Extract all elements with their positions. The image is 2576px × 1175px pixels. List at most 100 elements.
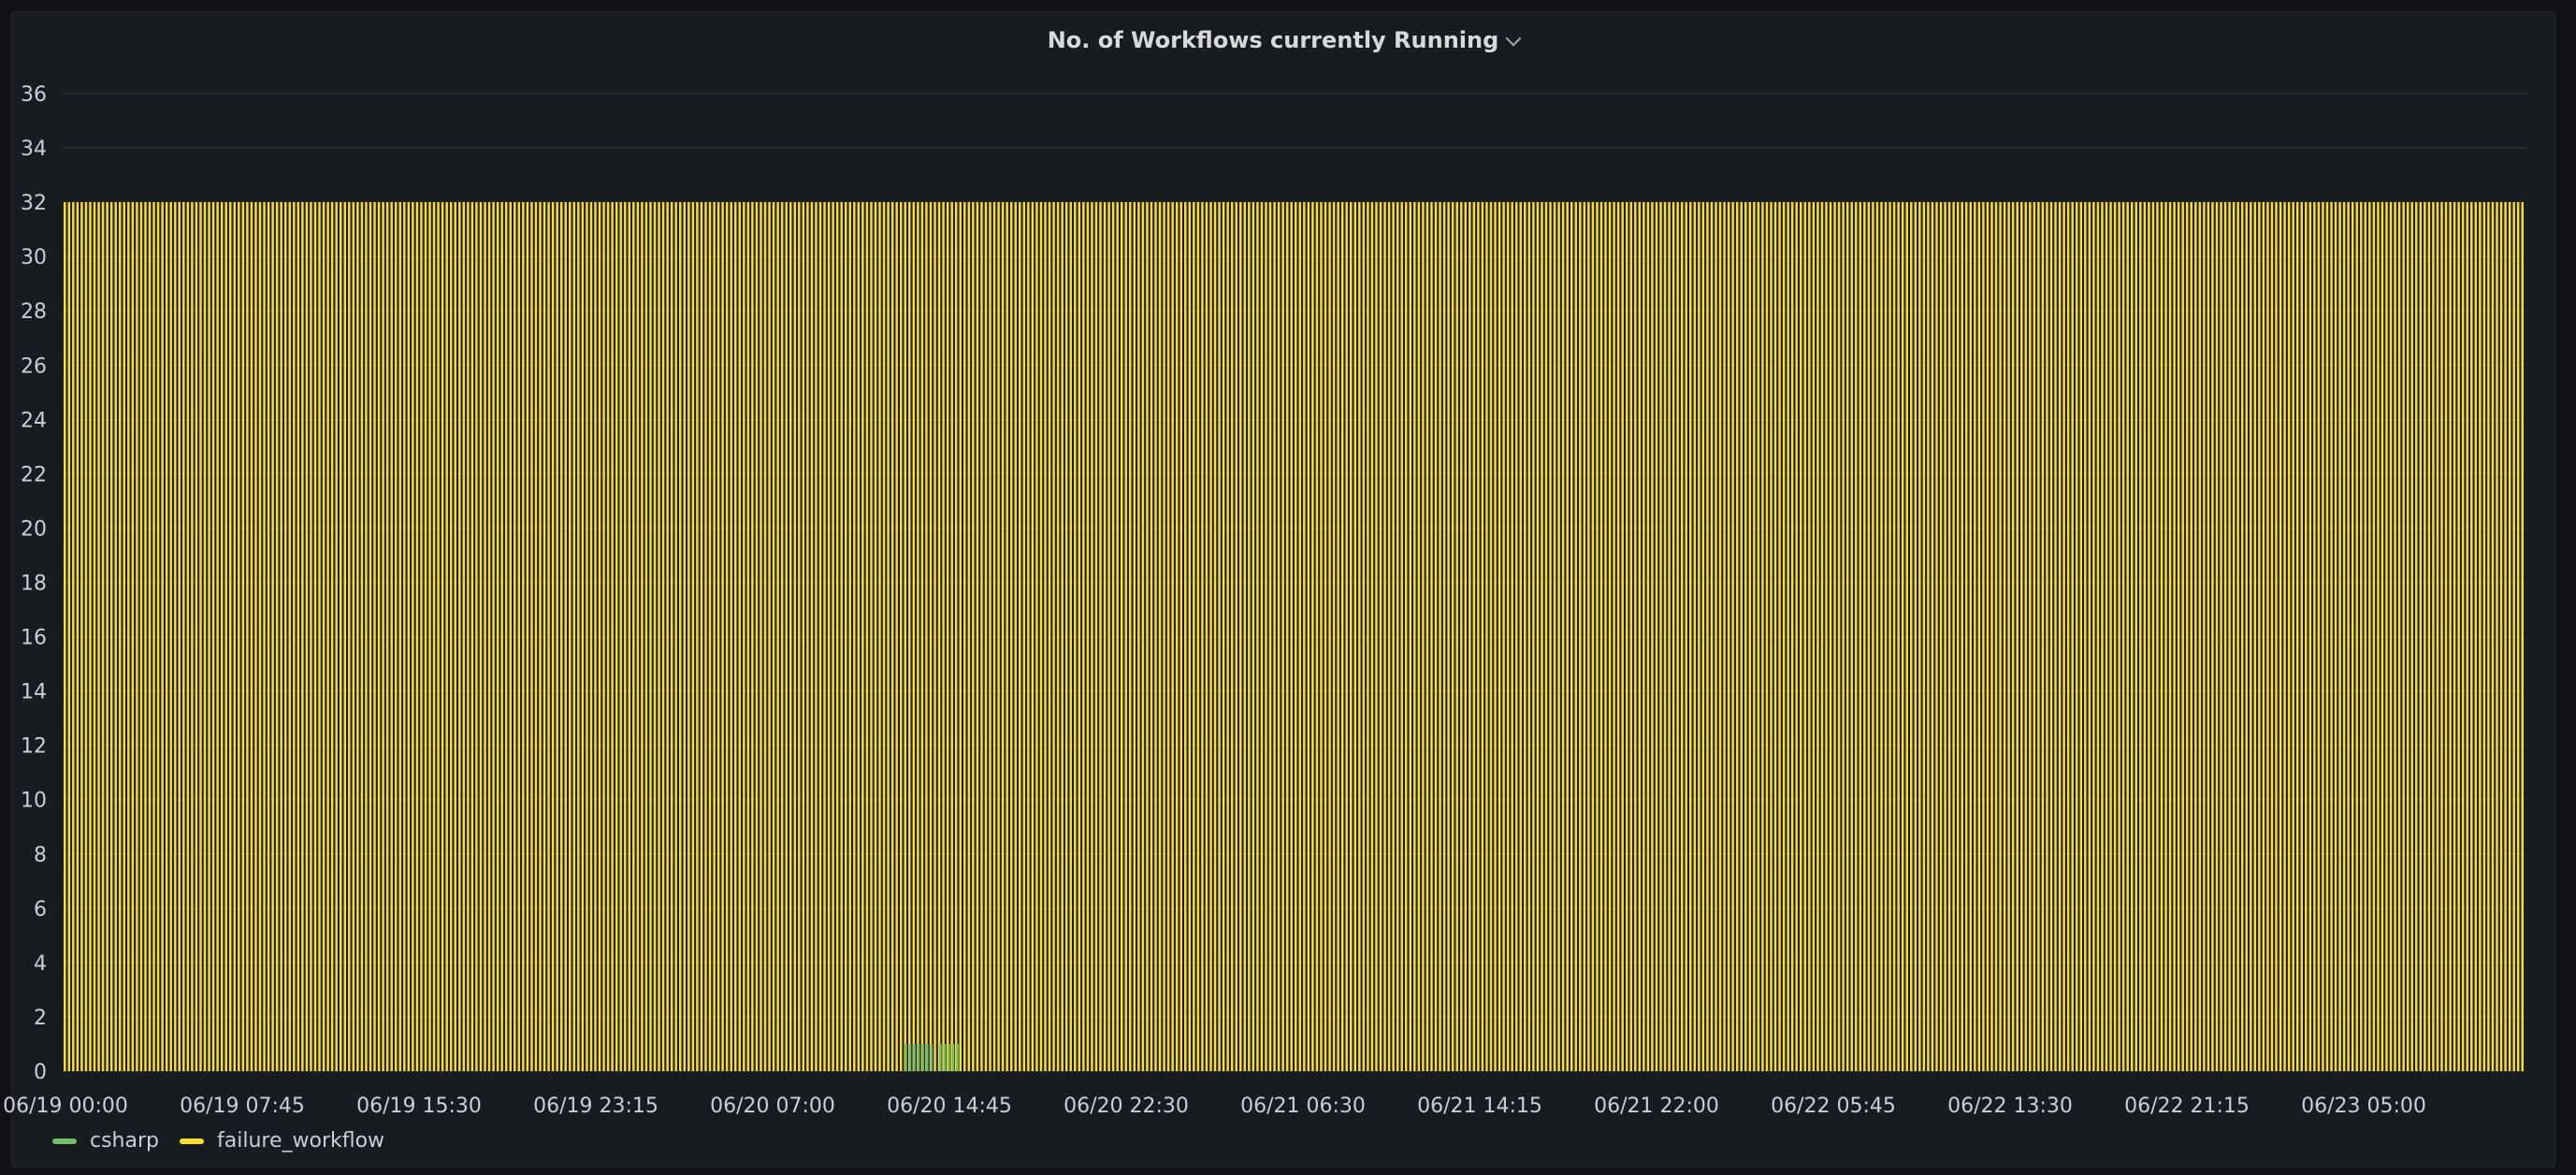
bar-failure-workflow — [1604, 202, 1607, 1072]
bar-failure-workflow — [1748, 202, 1752, 1072]
bar-failure-workflow — [2347, 202, 2350, 1072]
bar-failure-workflow — [1982, 202, 1985, 1072]
bar-failure-workflow — [1532, 202, 1535, 1072]
bar-failure-workflow — [1494, 202, 1497, 1072]
bar-failure-workflow — [551, 202, 555, 1072]
bar-failure-workflow — [1027, 202, 1030, 1072]
bar-failure-workflow — [1643, 202, 1645, 1072]
bar-failure-workflow — [2364, 202, 2367, 1072]
bar-failure-workflow — [917, 202, 919, 1072]
bar-failure-workflow — [1158, 202, 1162, 1072]
bar-failure-workflow — [534, 202, 538, 1072]
bar-failure-workflow — [1570, 202, 1573, 1072]
bar-failure-workflow — [1646, 202, 1650, 1072]
bar-failure-workflow — [1146, 202, 1149, 1072]
bar-failure-workflow — [522, 202, 525, 1072]
bar-failure-workflow — [751, 202, 754, 1072]
bar-failure-workflow — [475, 202, 478, 1072]
legend-label-failure-workflow[interactable]: failure_workflow — [217, 1129, 385, 1153]
bar-failure-workflow — [1947, 202, 1951, 1072]
bar-failure-workflow — [2266, 202, 2269, 1072]
legend-label-csharp[interactable]: csharp — [90, 1129, 159, 1153]
bar-failure-workflow — [1209, 202, 1212, 1072]
bar-failure-workflow — [288, 202, 292, 1072]
bar-failure-workflow — [874, 202, 877, 1072]
bar-failure-workflow — [1596, 202, 1599, 1072]
bar-failure-workflow — [1006, 202, 1008, 1072]
bar-failure-workflow — [1744, 202, 1747, 1072]
bar-failure-workflow — [619, 202, 622, 1072]
bar-failure-workflow — [2143, 202, 2147, 1072]
bar-failure-workflow — [1680, 202, 1684, 1072]
bar-failure-workflow — [2046, 202, 2048, 1072]
bar-failure-workflow — [2041, 202, 2045, 1072]
bar-failure-workflow — [2308, 202, 2312, 1072]
bar-failure-workflow — [853, 202, 856, 1072]
bar-failure-workflow — [2066, 202, 2070, 1072]
bar-failure-workflow — [1536, 202, 1540, 1072]
bar-failure-workflow — [1303, 202, 1306, 1072]
bar-failure-workflow — [208, 202, 210, 1072]
bar-failure-workflow — [1731, 202, 1734, 1072]
bar-failure-workflow — [2419, 202, 2423, 1072]
bar-failure-workflow — [895, 202, 898, 1072]
legend-item-failure-workflow[interactable]: failure_workflow — [180, 1129, 384, 1153]
bar-csharp — [948, 1043, 950, 1071]
x-tick-label: 06/22 13:30 — [1947, 1095, 2073, 1118]
bar-failure-workflow — [161, 202, 164, 1072]
bar-failure-workflow — [1379, 202, 1382, 1072]
bar-failure-workflow — [136, 202, 138, 1072]
bar-failure-workflow — [1977, 202, 1981, 1072]
bar-failure-workflow — [84, 202, 88, 1072]
legend-swatch-csharp — [52, 1138, 77, 1144]
bar-failure-workflow — [1035, 202, 1038, 1072]
bar-failure-workflow — [1544, 202, 1548, 1072]
bar-failure-workflow — [2389, 202, 2393, 1072]
x-tick-label: 06/21 06:30 — [1240, 1095, 1366, 1118]
bar-failure-workflow — [539, 202, 542, 1072]
bar-failure-workflow — [220, 202, 224, 1072]
bar-failure-workflow — [2394, 202, 2396, 1072]
bar-failure-workflow — [1434, 202, 1438, 1072]
legend: csharp failure_workflow — [52, 1129, 384, 1153]
legend-item-csharp[interactable]: csharp — [52, 1129, 159, 1153]
bar-failure-workflow — [2330, 202, 2333, 1072]
bar-failure-workflow — [283, 202, 287, 1072]
bar-failure-workflow — [2521, 202, 2524, 1072]
bar-failure-workflow — [458, 202, 461, 1072]
bar-failure-workflow — [1918, 202, 1921, 1072]
bar-failure-workflow — [1969, 202, 1973, 1072]
bar-failure-workflow — [1166, 202, 1170, 1072]
bar-failure-workflow — [1091, 202, 1093, 1072]
panel-title[interactable]: No. of Workflows currently Running — [1047, 27, 1499, 53]
bar-failure-workflow — [950, 202, 953, 1072]
y-tick-label: 10 — [21, 790, 47, 813]
bar-failure-workflow — [2228, 202, 2231, 1072]
bar-failure-workflow — [2496, 202, 2498, 1072]
bar-failure-workflow — [1905, 202, 1908, 1072]
bar-failure-workflow — [1889, 202, 1891, 1072]
bar-failure-workflow — [687, 202, 690, 1072]
bar-failure-workflow — [1485, 202, 1488, 1072]
bar-failure-workflow — [870, 202, 873, 1072]
bar-csharp — [917, 1043, 920, 1071]
panel-header[interactable]: No. of Workflows currently Running — [12, 12, 2554, 68]
bar-failure-workflow — [942, 202, 945, 1072]
bar-failure-workflow — [2325, 202, 2329, 1072]
bar-failure-workflow — [250, 202, 253, 1072]
bar-failure-workflow — [1498, 202, 1501, 1072]
bar-failure-workflow — [920, 202, 924, 1072]
bar-failure-workflow — [504, 202, 508, 1072]
bar-failure-workflow — [2007, 202, 2010, 1072]
bar-failure-workflow — [772, 202, 775, 1072]
bar-failure-workflow — [1698, 202, 1700, 1072]
bar-failure-workflow — [89, 202, 92, 1072]
bar-failure-workflow — [1464, 202, 1468, 1072]
bar-failure-workflow — [1481, 202, 1484, 1072]
bar-failure-workflow — [348, 202, 351, 1072]
bar-failure-workflow — [959, 202, 962, 1072]
bar-failure-workflow — [658, 202, 660, 1072]
bar-failure-workflow — [2275, 202, 2278, 1072]
bar-failure-workflow — [1141, 202, 1145, 1072]
bar-failure-workflow — [2075, 202, 2078, 1072]
